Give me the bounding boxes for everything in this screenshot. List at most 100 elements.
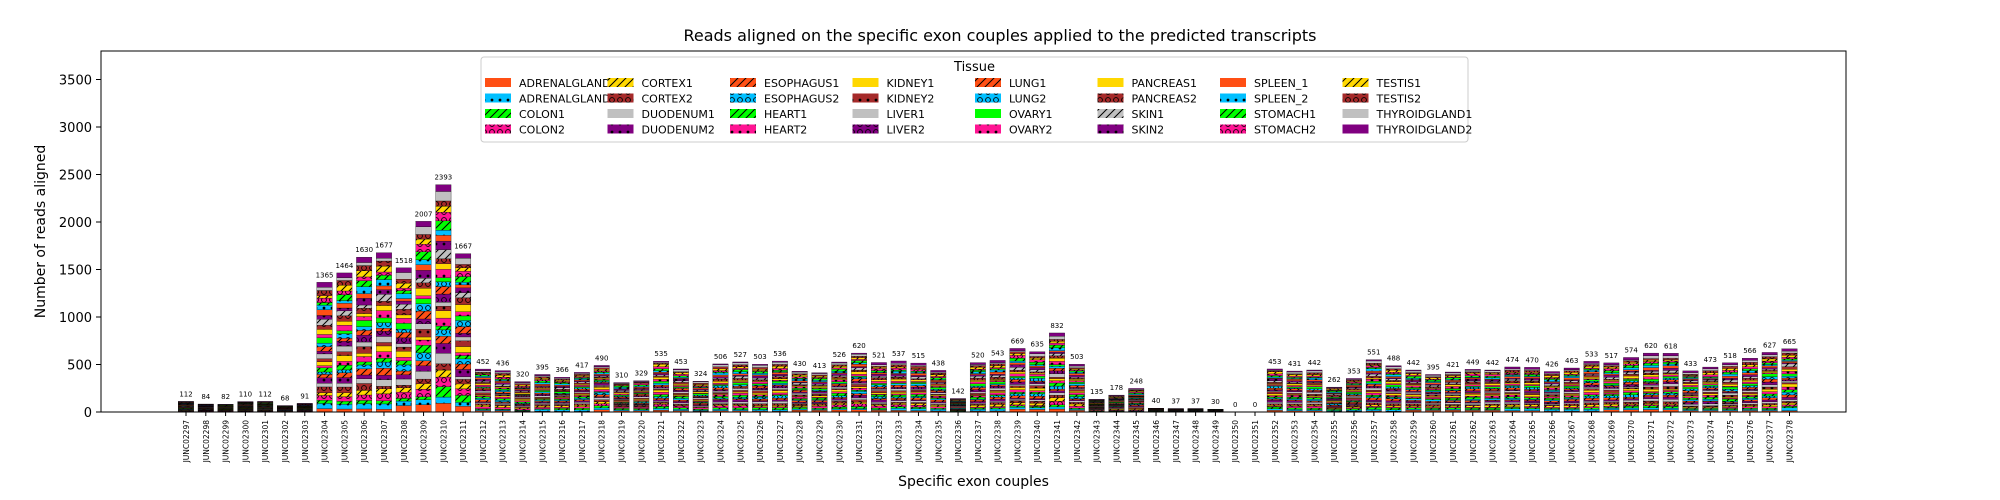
bar-segment-lung1: [791, 390, 808, 393]
bar-segment-pancreas1: [435, 263, 452, 270]
bar-segment-testis2: [1346, 379, 1362, 382]
bar-segment-thyroidgland2: [1326, 386, 1343, 388]
bar-total-label: 627: [1763, 341, 1776, 349]
bar-segment-thyroidgland2: [732, 361, 749, 363]
bar-segment-cortex2: [1524, 403, 1541, 405]
bar-segment-kidney1: [1662, 388, 1679, 391]
bar-segment-cortex1: [1484, 405, 1501, 408]
bar-segment-stomach2: [1662, 360, 1679, 363]
bar-segment-liver1: [851, 383, 867, 385]
legend-swatch: [607, 78, 634, 87]
bar-segment-ovary1: [1484, 386, 1501, 389]
bar-segment-ovary2: [574, 385, 590, 387]
bar-total-label: 395: [536, 363, 549, 371]
bar-segment-testis2: [1326, 388, 1343, 390]
bar-segment-skin2: [1722, 377, 1738, 381]
bar-segment-cortex1: [1583, 404, 1600, 407]
bar-segment-stomach2: [534, 379, 551, 382]
x-tick-label: JUNC02365: [1528, 420, 1537, 464]
bar-segment-stomach1: [653, 368, 669, 371]
bar-segment-lung1: [1504, 387, 1521, 390]
bar-segment-thyroidgland2: [791, 370, 808, 373]
bar-segment-adrenalgland2: [1068, 409, 1085, 411]
bar-segment-colon1: [653, 406, 669, 409]
legend-label: SPLEEN_2: [1254, 93, 1308, 106]
x-tick-label: JUNC02352: [1271, 420, 1280, 464]
bar-segment-cortex2: [1286, 403, 1303, 406]
bar-segment-thyroidgland2: [692, 381, 709, 382]
bar-segment-heart2: [1563, 395, 1580, 398]
bar-total-label: 0: [1253, 401, 1257, 409]
bar-segment-lung2: [1049, 366, 1065, 369]
bar-segment-adrenalgland1: [415, 404, 432, 413]
bar-segment-testis2: [395, 279, 412, 284]
bar-segment-skin1: [1761, 368, 1778, 371]
bar-total-label: 520: [971, 352, 984, 360]
bar-segment-spleen_2: [1484, 377, 1501, 380]
bar-total-label: 665: [1783, 338, 1796, 346]
bar-segment-kidney2: [435, 306, 452, 311]
bar-segment-esophagus1: [554, 400, 571, 403]
legend-item-testis2: TESTIS2: [1342, 93, 1421, 106]
x-tick-label: JUNC02358: [1390, 420, 1399, 464]
bar-segment-skin1: [712, 377, 729, 380]
bar-segment-lung2: [435, 281, 452, 287]
bar-segment-ovary1: [772, 380, 788, 384]
bar-segment-thyroidgland1: [890, 363, 907, 365]
bar-segment-heart1: [574, 396, 590, 399]
bar-segment-heart1: [1306, 397, 1323, 400]
bar-segment-liver2: [593, 383, 610, 386]
bar-segment-adrenalgland2: [316, 403, 333, 409]
bar-segment-duodenum1: [336, 383, 353, 388]
bar-segment-lung2: [910, 383, 927, 386]
bar-segment-pancreas2: [870, 377, 887, 380]
bar-segment-adrenalgland2: [1049, 406, 1065, 410]
bar-segment-esophagus2: [1029, 393, 1046, 397]
bar-segment-esophagus1: [831, 397, 848, 399]
bar-segment-kidney2: [356, 346, 373, 354]
bar-segment-heart1: [435, 325, 452, 330]
bar-segment-esophagus2: [1385, 397, 1402, 399]
bar-segment-adrenalgland2: [613, 409, 630, 411]
x-tick-label: JUNC02298: [202, 420, 211, 464]
bar-segment-spleen_2: [1425, 381, 1442, 383]
bar-segment-esophagus2: [890, 396, 907, 399]
bar-segment-adrenalgland2: [653, 408, 669, 411]
bar-segment-duodenum1: [772, 401, 788, 404]
bar-segment-heart2: [1029, 390, 1046, 393]
bar-segment-ovary1: [376, 317, 392, 323]
bar-segment-duodenum2: [1761, 399, 1778, 402]
bar-segment-pancreas2: [376, 301, 392, 306]
bar-segment-thyroidgland2: [1583, 361, 1600, 364]
bar-segment-testis2: [574, 374, 590, 376]
bar-segment-thyroidgland1: [1662, 355, 1679, 359]
bar-segment-cortex2: [653, 402, 669, 404]
bar-segment-spleen_2: [1761, 364, 1778, 367]
bar-segment-ovary1: [435, 277, 452, 282]
bar-segment-skin1: [870, 376, 887, 378]
bar-segment-stomach2: [1544, 377, 1560, 379]
bar-segment-ovary2: [712, 382, 729, 385]
bar-segment-stomach1: [969, 370, 986, 372]
bar-segment-spleen_2: [494, 379, 511, 382]
bar-total-label: 417: [575, 361, 588, 369]
bar-segment-pancreas2: [593, 377, 610, 379]
bar-segment-ovary1: [1445, 388, 1461, 391]
bar-segment-pancreas1: [811, 386, 828, 388]
bar-segment-cortex2: [1405, 403, 1422, 406]
bar-segment-esophagus1: [870, 398, 887, 401]
bar-segment-pancreas2: [1484, 382, 1501, 384]
bar-segment-liver2: [1781, 379, 1798, 382]
bar-segment-skin1: [316, 319, 333, 326]
bar-segment-spleen_1: [989, 371, 1006, 375]
bar-total-label: 543: [991, 349, 1004, 357]
bar-segment-adrenalgland2: [1722, 409, 1738, 411]
legend-item-lung2: LUNG2: [975, 93, 1046, 106]
bar-segment-testis1: [494, 375, 511, 378]
legend-swatch: [1342, 109, 1369, 118]
bar-segment-colon2: [316, 395, 333, 401]
bar-segment-esophagus1: [1563, 399, 1580, 402]
bar-segment-kidney2: [1544, 394, 1560, 397]
bar-segment-cortex2: [633, 405, 650, 407]
bar-segment-skin1: [930, 382, 947, 384]
